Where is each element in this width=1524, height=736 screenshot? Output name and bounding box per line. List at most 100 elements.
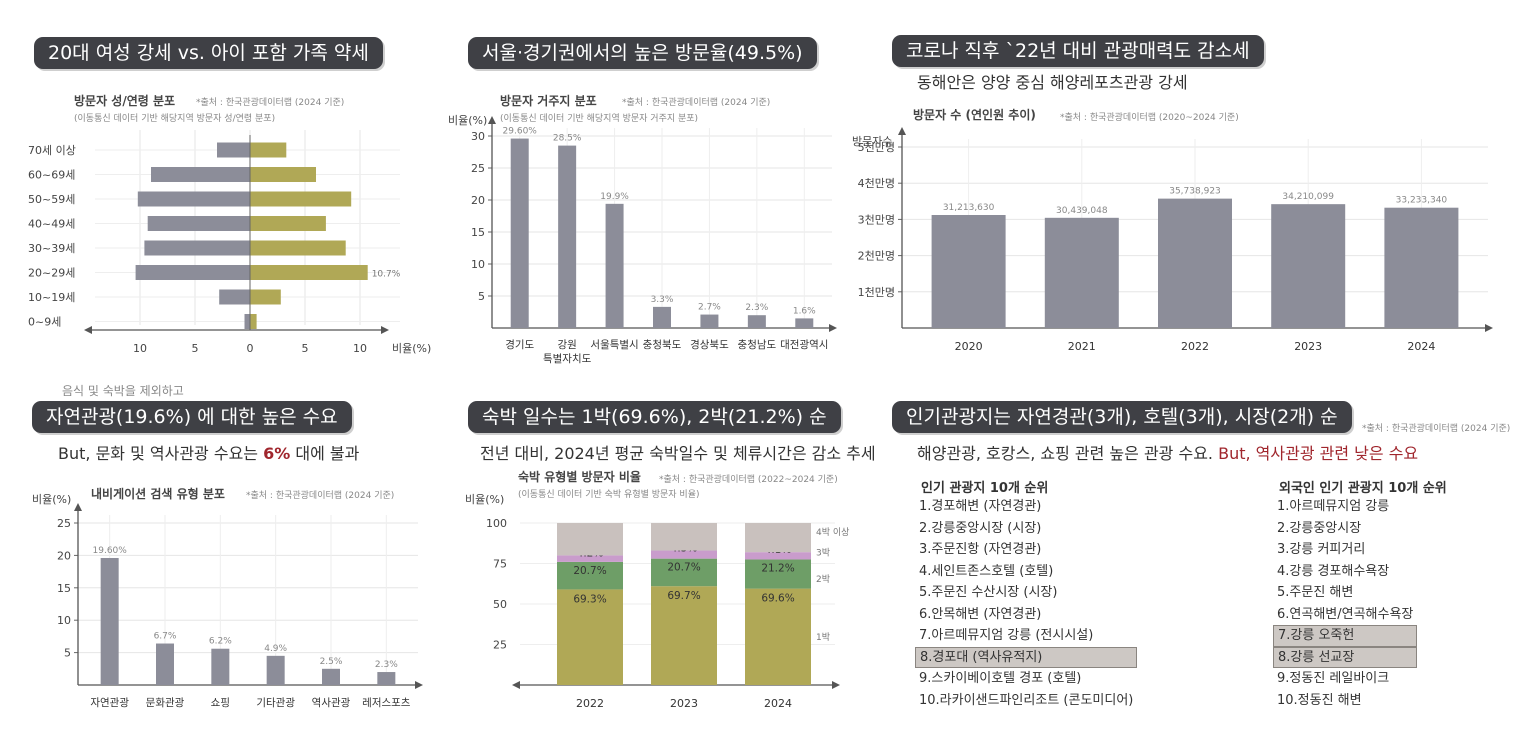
bar-2024-1	[745, 588, 811, 685]
category-label-5: 20~29세	[28, 267, 75, 280]
ranking-domestic-item-5: 5.주문진 수산시장 (시장)	[919, 585, 1058, 600]
bar-item	[510, 138, 529, 328]
category-label-0: 70세 이상	[28, 144, 76, 157]
bar-2023	[1271, 204, 1346, 328]
chart-source-visitors: *출처 : 한국관광데이터랩 (2020~2024 기준)	[1060, 113, 1239, 123]
tick-label-y-3: 4천만명	[858, 176, 895, 190]
data-label-4: 2.5%	[320, 657, 343, 667]
ranking-foreign-item-3: 3.강릉 커피거리	[1277, 542, 1366, 557]
category-label-2: 쇼핑	[211, 697, 230, 709]
tick-label-x-3: 5	[302, 342, 309, 355]
ranking-foreign-item-9: 9.정동진 레일바이크	[1277, 671, 1390, 686]
heading-nature-demand-text: 자연관광(19.6%) 에 대한 높은 수요	[46, 406, 338, 428]
chart-note-residence: (이동통신 데이터 기반 해당지역 방문자 거주지 분포)	[500, 114, 699, 124]
bar-item	[266, 655, 285, 685]
data-label-4: 2.7%	[698, 303, 721, 313]
category-label-1: 2023	[670, 697, 698, 710]
bar-2022-1	[557, 589, 623, 685]
bar-left-7	[244, 314, 250, 329]
heading-stay-days: 숙박 일수는 1박(69.6%), 2박(21.2%) 순	[468, 401, 841, 433]
bar-right-1	[250, 167, 316, 182]
ranking-domestic-item-7: 7.아르떼뮤지엄 강릉 (전시시설)	[919, 628, 1094, 643]
subheading-culture-em: 6%	[263, 444, 291, 463]
axis-label-y: 비율(%)	[32, 493, 71, 506]
heading-nature-demand: 자연관광(19.6%) 에 대한 높은 수요	[32, 401, 352, 433]
chart-source-stay: *출처 : 한국관광데이터랩 (2022~2024 기준)	[659, 475, 838, 485]
data-label-6: 1.6%	[793, 306, 816, 316]
category-label-1-1: 특별자치도	[543, 353, 592, 365]
ranking-domestic-item-6: 6.안목해변 (자연경관)	[919, 606, 1042, 622]
category-label-7: 0~9세	[28, 316, 61, 329]
tick-label-y-0: 5	[64, 647, 71, 660]
chart-search: 5 10 15 20 25 비율(%) 19.60% 자연관광 6.7% 문화관광 6.2% 쇼핑 4.…	[32, 493, 423, 709]
bar-left-4	[144, 240, 250, 256]
bar-item	[211, 648, 230, 685]
subheading-culture-pre: But, 문화 및 역사관광 수요는	[58, 444, 264, 463]
data-label-2023-1: 20.7%	[667, 562, 700, 574]
ranking-foreign-item-7: 7.강릉 오죽헌	[1273, 625, 1418, 647]
data-label-2024-1: 21.2%	[761, 562, 794, 574]
category-label-4: 경상북도	[690, 338, 729, 351]
data-label-5: 10.7%	[372, 270, 401, 280]
bar-item	[795, 318, 814, 328]
tick-label-y-1: 10	[57, 614, 71, 627]
bar-item	[700, 314, 719, 328]
category-label-3: 40~49세	[28, 218, 75, 231]
data-label-1: 6.7%	[154, 632, 177, 642]
bar-2024-2	[745, 559, 811, 589]
category-label-2: 2022	[1181, 340, 1209, 353]
bar-left-6	[219, 289, 250, 305]
tick-label-y-0: 1천만명	[858, 285, 895, 299]
category-label-0: 2020	[955, 340, 983, 353]
chart-title-age: 방문자 성/연령 분포	[74, 94, 176, 108]
bar-item	[653, 306, 671, 328]
heading-gender-age: 20대 여성 강세 vs. 아이 포함 가족 약세	[34, 37, 383, 69]
heading-residence: 서울·경기권에서의 높은 방문율(49.5%)	[468, 37, 817, 69]
tick-label-y-2: 75	[493, 558, 507, 571]
tick-label-y-4: 5천만명	[858, 140, 895, 154]
chart-source-residence: *출처 : 한국관광데이터랩 (2024 기준)	[622, 98, 771, 108]
data-label-3: 34,210,099	[1282, 192, 1334, 202]
series-label-1: 1박	[816, 632, 830, 643]
data-label-4: 33,233,340	[1396, 196, 1448, 206]
heading-popular-spots: 인기관광지는 자연경관(3개), 호텔(3개), 시장(2개) 순	[892, 401, 1352, 433]
ranking-foreign-item-8: 8.강릉 선교장	[1273, 646, 1418, 668]
tick-label-y-0: 5	[478, 290, 485, 303]
data-label-1: 28.5%	[553, 134, 582, 144]
data-label-0: 19.60%	[93, 546, 128, 556]
bar-right-3	[250, 216, 326, 231]
data-label-1: 30,439,048	[1056, 206, 1108, 216]
tick-label-y-2: 15	[57, 582, 71, 595]
category-label-6: 10~19세	[28, 291, 75, 304]
tick-label-y-4: 25	[471, 162, 485, 175]
category-label-0: 2022	[576, 697, 604, 710]
source-popular-spots: *출처 : 한국관광데이터랩 (2024 기준)	[1362, 424, 1511, 434]
axis-label-y: 비율(%)	[448, 114, 487, 127]
data-label-2022-0: 69.3%	[573, 593, 606, 605]
ranking-domestic-item-8: 8.경포대 (역사유적지)	[915, 646, 1138, 668]
bar-2024-3	[745, 552, 811, 560]
chart-title-search: 내비게이션 검색 유형 분포	[91, 487, 225, 501]
category-label-2: 서울특별시	[590, 339, 638, 351]
tick-label-y-3: 20	[57, 549, 71, 562]
ranking-domestic-item-9: 9.스카이베이호텔 경포 (호텔)	[919, 671, 1082, 686]
series-label-2: 2박	[816, 574, 830, 585]
data-label-2022-1: 20.7%	[573, 565, 606, 577]
ranking-foreign-item-1: 1.아르떼뮤지엄 강릉	[1277, 499, 1390, 514]
category-label-2: 2024	[764, 697, 792, 710]
ranking-foreign-item-5: 5.주문진 해변	[1277, 585, 1354, 600]
bar-left-3	[147, 216, 250, 231]
chart-age: 70세 이상 60~69세 50~59세 40~49세 30~39세 20~29세 10.7…	[28, 130, 431, 355]
data-label-0: 31,213,630	[943, 203, 995, 213]
category-label-2: 50~59세	[28, 193, 75, 206]
tick-label-y-1: 10	[471, 258, 485, 271]
data-label-5: 2.3%	[745, 303, 768, 313]
ranking-foreign-item-10: 10.정동진 해변	[1277, 692, 1362, 708]
note-excluding: 음식 및 숙박을 제외하고	[62, 384, 184, 398]
data-label-2: 35,738,923	[1169, 187, 1221, 197]
subheading-popular-spots: 해양관광, 호캉스, 쇼핑 관련 높은 관광 수요. But, 역사관광 관련 …	[917, 440, 1418, 464]
chart-title-residence: 방문자 거주지 분포	[500, 94, 597, 108]
bar-left-5	[135, 265, 250, 280]
bar-2023-4	[651, 523, 717, 551]
